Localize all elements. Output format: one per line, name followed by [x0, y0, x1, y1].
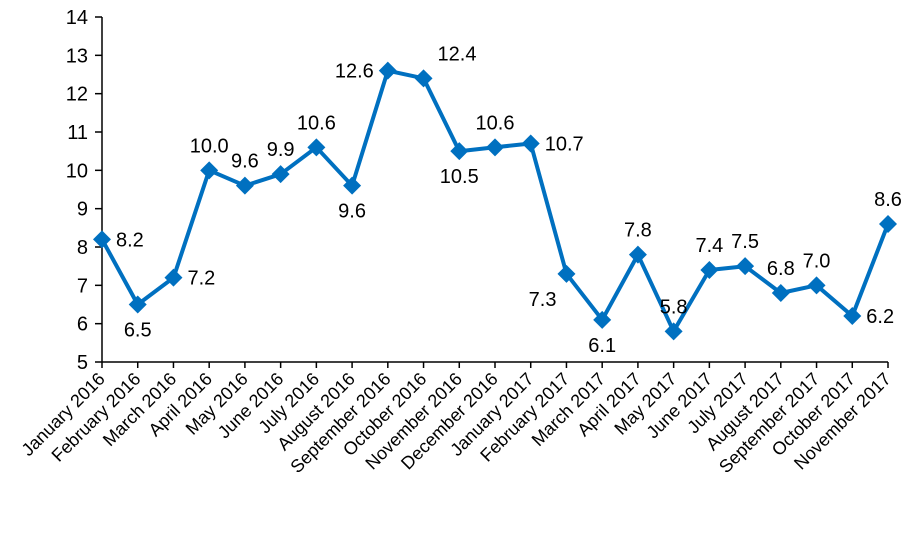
- data-label: 7.2: [187, 268, 215, 290]
- data-label: 6.8: [767, 258, 795, 280]
- data-label: 7.4: [695, 235, 723, 257]
- data-point-marker: [307, 138, 326, 157]
- y-tick-label: 12: [66, 84, 88, 106]
- data-label: 7.0: [803, 250, 831, 272]
- data-point-marker: [235, 176, 254, 195]
- y-tick-label: 13: [66, 45, 88, 67]
- data-label: 9.9: [267, 139, 295, 161]
- series-line-path: [100, 68, 890, 334]
- data-label: 10.5: [440, 166, 479, 188]
- y-tick-label: 6: [77, 314, 88, 336]
- y-tick-label: 7: [77, 275, 88, 297]
- data-point-marker: [164, 268, 183, 287]
- data-label: 10.6: [476, 112, 515, 134]
- data-point-marker: [414, 69, 433, 88]
- data-point-marker: [200, 161, 219, 180]
- series-markers: [93, 61, 897, 341]
- data-label: 9.6: [231, 151, 259, 173]
- chart-axes: [101, 17, 888, 363]
- data-point-marker: [771, 284, 790, 302]
- data-point-marker: [93, 230, 111, 249]
- data-label: 10.7: [545, 134, 584, 156]
- data-label: 10.0: [190, 135, 229, 157]
- data-point-marker: [557, 264, 576, 283]
- data-label: 5.8: [660, 296, 688, 318]
- data-label: 9.6: [338, 201, 366, 223]
- y-tick-label: 9: [77, 199, 88, 221]
- data-point-marker: [700, 261, 719, 279]
- data-point-marker: [807, 276, 826, 295]
- data-point-marker: [378, 61, 397, 80]
- data-label: 7.8: [624, 220, 652, 242]
- data-point-marker: [843, 307, 862, 325]
- data-label: 6.5: [124, 320, 152, 342]
- data-label: 6.1: [588, 335, 616, 357]
- data-label: 12.4: [438, 43, 477, 65]
- y-tick-label: 11: [67, 122, 88, 144]
- data-point-marker: [593, 310, 612, 329]
- series-line: [100, 68, 890, 334]
- data-point-marker: [628, 245, 647, 264]
- data-label: 8.6: [874, 189, 902, 211]
- data-label: 7.5: [731, 231, 759, 253]
- data-point-marker: [450, 142, 469, 161]
- data-point-marker: [521, 134, 540, 153]
- data-label: 7.3: [529, 289, 557, 311]
- data-point-marker: [271, 165, 290, 184]
- data-point-marker: [128, 295, 147, 314]
- data-point-marker: [664, 322, 683, 341]
- data-label: 10.6: [297, 112, 336, 134]
- data-labels: 8.26.57.210.09.69.910.69.612.612.410.510…: [116, 43, 902, 357]
- y-tick-label: 14: [66, 7, 88, 29]
- data-point-marker: [343, 176, 362, 195]
- data-point-marker: [879, 215, 897, 233]
- y-tick-label: 5: [77, 352, 88, 374]
- y-tick-label: 10: [66, 160, 88, 182]
- y-tick-label: 8: [77, 237, 88, 259]
- data-point-marker: [736, 257, 755, 276]
- data-label: 12.6: [335, 61, 374, 83]
- data-point-marker: [486, 138, 504, 157]
- y-axis-ticks: 5 6 7 8 9 10 11 12 13 14: [66, 7, 102, 374]
- data-label: 6.2: [866, 306, 894, 328]
- data-label: 8.2: [116, 229, 144, 251]
